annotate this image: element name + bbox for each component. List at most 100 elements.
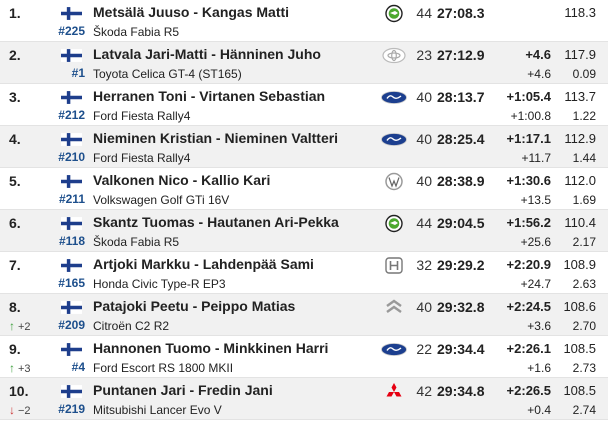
class-group: 44 xyxy=(416,215,432,231)
position: 6. xyxy=(9,215,21,231)
result-row[interactable]: 5. #211 Valkonen Nico - Kallio Kari Volk… xyxy=(0,168,608,210)
average-speed: 112.0 xyxy=(564,173,596,188)
car-number[interactable]: #165 xyxy=(58,276,85,290)
result-row[interactable]: 6. #118 Skantz Tuomas - Hautanen Ari-Pek… xyxy=(0,210,608,252)
position-change: ↓ −2 xyxy=(9,403,31,417)
crew-name[interactable]: Patajoki Peetu - Peippo Matias xyxy=(93,298,296,314)
crew-name[interactable]: Latvala Jari-Matti - Hänninen Juho xyxy=(93,46,321,62)
gap-to-previous: +3.6 xyxy=(527,319,551,333)
total-time: 28:38.9 xyxy=(437,173,485,189)
car-model: Toyota Celica GT-4 (ST165) xyxy=(93,67,242,81)
ford-logo-icon xyxy=(381,340,407,359)
position: 1. xyxy=(9,5,21,21)
position: 3. xyxy=(9,89,21,105)
class-group: 22 xyxy=(416,341,432,357)
result-row[interactable]: 9. ↑ +3 #4 Hannonen Tuomo - Minkkinen Har… xyxy=(0,336,608,378)
result-row[interactable]: 7. #165 Artjoki Markku - Lahdenpää Sami … xyxy=(0,252,608,294)
finland-flag-icon xyxy=(61,385,82,398)
position: 10. xyxy=(9,383,29,399)
position: 7. xyxy=(9,257,21,273)
position-change: ↑ +2 xyxy=(9,319,31,333)
car-number[interactable]: #4 xyxy=(71,360,85,374)
crew-name[interactable]: Metsälä Juuso - Kangas Matti xyxy=(93,4,290,20)
finland-flag-icon xyxy=(61,91,82,104)
result-row[interactable]: 1. #225 Metsälä Juuso - Kangas Matti Ško… xyxy=(0,0,608,42)
result-row[interactable]: 8. ↑ +2 #209 Patajoki Peetu - Peippo Mati… xyxy=(0,294,608,336)
pace-difference: 0.09 xyxy=(572,67,596,81)
pace-difference: 2.73 xyxy=(572,361,596,375)
crew-name[interactable]: Valkonen Nico - Kallio Kari xyxy=(93,172,271,188)
position: 8. xyxy=(9,299,21,315)
gap-to-previous: +11.7 xyxy=(521,151,551,165)
total-time: 29:04.5 xyxy=(437,215,485,231)
car-model: Honda Civic Type-R EP3 xyxy=(93,277,226,291)
result-row[interactable]: 4. #210 Nieminen Kristian - Nieminen Val… xyxy=(0,126,608,168)
car-number[interactable]: #212 xyxy=(58,108,85,122)
car-number[interactable]: #225 xyxy=(58,24,85,38)
total-time: 28:25.4 xyxy=(437,131,485,147)
gap-to-leader: +1:56.2 xyxy=(506,215,551,230)
crew-name[interactable]: Hannonen Tuomo - Minkkinen Harri xyxy=(93,340,329,356)
finland-flag-icon xyxy=(61,301,82,314)
finland-flag-icon xyxy=(61,175,82,188)
crew-name[interactable]: Puntanen Jari - Fredin Jani xyxy=(93,382,273,398)
arrow-up-icon: ↑ xyxy=(9,361,15,375)
finland-flag-icon xyxy=(61,7,82,20)
total-time: 29:34.8 xyxy=(437,383,485,399)
total-time: 28:13.7 xyxy=(437,89,485,105)
toyota-logo-icon xyxy=(381,46,407,65)
position: 4. xyxy=(9,131,21,147)
gap-to-previous: +13.5 xyxy=(520,193,551,207)
gap-to-leader: +4.6 xyxy=(525,47,551,62)
crew-name[interactable]: Nieminen Kristian - Nieminen Valtteri xyxy=(93,130,339,146)
car-model: Škoda Fabia R5 xyxy=(93,235,180,249)
skoda-logo-icon xyxy=(381,4,407,23)
pace-difference: 1.69 xyxy=(572,193,596,207)
class-group: 44 xyxy=(416,5,432,21)
average-speed: 108.5 xyxy=(563,341,596,356)
gap-to-previous: +24.7 xyxy=(520,277,551,291)
arrow-down-icon: ↓ xyxy=(9,403,15,417)
ford-logo-icon xyxy=(381,88,407,107)
change-value: +2 xyxy=(18,321,31,333)
pace-difference: 2.17 xyxy=(572,235,596,249)
arrow-up-icon: ↑ xyxy=(9,319,15,333)
car-number[interactable]: #1 xyxy=(71,66,85,80)
car-model: Ford Escort RS 1800 MKII xyxy=(93,361,234,375)
crew-name[interactable]: Artjoki Markku - Lahdenpää Sami xyxy=(93,256,314,272)
car-number[interactable]: #118 xyxy=(58,234,85,248)
average-speed: 110.4 xyxy=(564,215,596,230)
total-time: 29:29.2 xyxy=(437,257,485,273)
change-value: −2 xyxy=(18,405,31,417)
total-time: 29:34.4 xyxy=(437,341,485,357)
average-speed: 113.7 xyxy=(564,89,596,104)
car-model: Citroën C2 R2 xyxy=(93,319,170,333)
finland-flag-icon xyxy=(61,133,82,146)
gap-to-previous: +4.6 xyxy=(527,67,551,81)
average-speed: 118.3 xyxy=(564,5,596,20)
skoda-logo-icon xyxy=(381,214,407,233)
finland-flag-icon xyxy=(61,343,82,356)
car-number[interactable]: #209 xyxy=(58,318,85,332)
result-row[interactable]: 3. #212 Herranen Toni - Virtanen Sebasti… xyxy=(0,84,608,126)
finland-flag-icon xyxy=(61,259,82,272)
citroen-logo-icon xyxy=(381,298,407,317)
result-row[interactable]: 10. ↓ −2 #219 Puntanen Jari - Fredin Jani… xyxy=(0,378,608,420)
total-time: 29:32.8 xyxy=(437,299,485,315)
total-time: 27:12.9 xyxy=(437,47,485,63)
crew-name[interactable]: Herranen Toni - Virtanen Sebastian xyxy=(93,88,326,104)
vw-logo-icon xyxy=(381,172,407,191)
total-time: 27:08.3 xyxy=(437,5,485,21)
class-group: 40 xyxy=(416,89,432,105)
pace-difference: 2.70 xyxy=(572,319,596,333)
car-number[interactable]: #210 xyxy=(58,150,85,164)
car-number[interactable]: #219 xyxy=(58,402,85,416)
position: 5. xyxy=(9,173,21,189)
crew-name[interactable]: Skantz Tuomas - Hautanen Ari-Pekka xyxy=(93,214,339,230)
gap-to-previous: +0.4 xyxy=(527,403,551,417)
result-row[interactable]: 2. #1 Latvala Jari-Matti - Hänninen Juho… xyxy=(0,42,608,84)
position: 2. xyxy=(9,47,21,63)
car-model: Ford Fiesta Rally4 xyxy=(93,151,191,165)
car-number[interactable]: #211 xyxy=(58,192,85,206)
